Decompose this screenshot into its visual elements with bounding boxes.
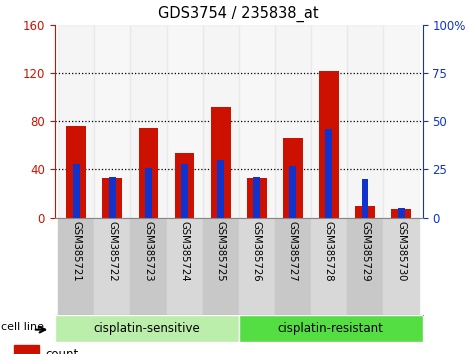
Bar	[181, 164, 188, 218]
Text: GSM385723: GSM385723	[143, 221, 153, 281]
Bar	[58, 25, 95, 218]
Bar	[253, 177, 260, 218]
Bar	[217, 160, 224, 218]
Bar	[109, 177, 116, 218]
Bar	[383, 25, 419, 218]
Bar	[95, 218, 131, 315]
Bar	[239, 218, 275, 315]
Text: cell line: cell line	[1, 322, 44, 332]
Text: GSM385726: GSM385726	[252, 221, 262, 281]
Bar	[275, 218, 311, 315]
Bar	[66, 126, 86, 218]
Bar	[211, 107, 230, 218]
Bar	[55, 315, 238, 342]
Bar	[275, 25, 311, 218]
Bar	[283, 138, 303, 218]
Text: GSM385729: GSM385729	[360, 221, 370, 281]
Bar	[289, 166, 296, 218]
Bar	[347, 218, 383, 315]
Bar	[95, 25, 131, 218]
Bar	[325, 129, 332, 218]
Text: GSM385724: GSM385724	[180, 221, 190, 281]
Bar	[355, 206, 375, 218]
Bar	[361, 179, 369, 218]
Text: GSM385730: GSM385730	[396, 221, 406, 281]
Text: cisplatin-sensitive: cisplatin-sensitive	[93, 322, 200, 335]
Bar	[203, 218, 239, 315]
Bar	[58, 218, 95, 315]
Bar	[167, 218, 203, 315]
Bar	[239, 25, 275, 218]
Bar	[14, 345, 39, 354]
Bar	[311, 25, 347, 218]
Bar	[247, 178, 266, 218]
Bar	[167, 25, 203, 218]
Bar	[131, 218, 167, 315]
Text: cisplatin-resistant: cisplatin-resistant	[278, 322, 384, 335]
Bar	[383, 218, 419, 315]
Bar	[203, 25, 239, 218]
Bar	[175, 153, 194, 218]
Bar	[319, 70, 339, 218]
Bar	[73, 164, 80, 218]
Bar	[311, 218, 347, 315]
Text: GSM385728: GSM385728	[324, 221, 334, 281]
Text: GSM385725: GSM385725	[216, 221, 226, 281]
Bar	[398, 208, 405, 218]
Text: GSM385722: GSM385722	[107, 221, 117, 281]
Bar	[145, 167, 152, 218]
Title: GDS3754 / 235838_at: GDS3754 / 235838_at	[158, 6, 319, 22]
Text: GSM385721: GSM385721	[71, 221, 81, 281]
Bar	[139, 129, 158, 218]
Bar	[131, 25, 167, 218]
Text: count: count	[46, 348, 79, 354]
Text: GSM385727: GSM385727	[288, 221, 298, 281]
Bar	[238, 315, 423, 342]
Bar	[347, 25, 383, 218]
Bar	[391, 209, 411, 218]
Bar	[103, 178, 122, 218]
